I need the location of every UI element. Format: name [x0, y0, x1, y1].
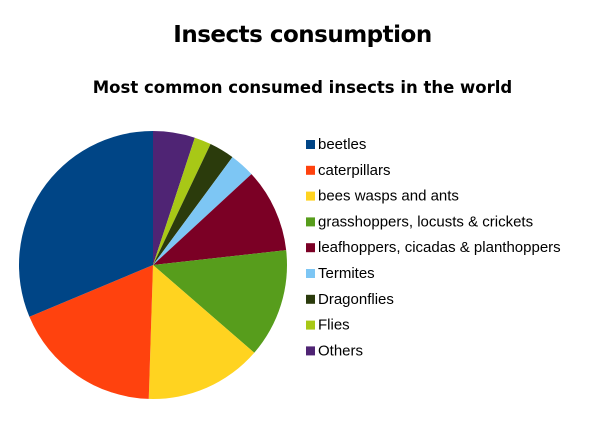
- legend-swatch: [306, 217, 315, 227]
- pie-slice-beetles: [19, 131, 154, 317]
- legend-swatch: [306, 165, 315, 175]
- legend-swatch: [306, 294, 315, 304]
- legend-swatch: [306, 140, 315, 149]
- legend-label: grasshoppers, locusts & crickets: [318, 213, 533, 230]
- legend-item-flies: Flies: [306, 317, 350, 334]
- legend-label: Dragonflies: [318, 291, 394, 308]
- legend-item-bees-wasps-and-ants: bees wasps and ants: [306, 188, 459, 205]
- legend-item-leafhoppers-cicadas-planthoppers: leafhoppers, cicadas & planthoppers: [306, 239, 561, 256]
- legend-label: leafhoppers, cicadas & planthoppers: [318, 239, 561, 256]
- legend-label: beetles: [318, 136, 366, 153]
- legend-item-caterpillars: caterpillars: [306, 162, 391, 179]
- pie-slices: [19, 131, 287, 399]
- legend-item-termites: Termites: [306, 265, 375, 282]
- pie-slice-flies: [153, 137, 211, 265]
- legend-item-grasshoppers-locusts-crickets: grasshoppers, locusts & crickets: [306, 213, 533, 230]
- legend-swatch: [306, 269, 315, 278]
- legend-label: bees wasps and ants: [318, 188, 459, 205]
- legend-swatch: [306, 346, 315, 356]
- pie-slice-termites: [153, 157, 252, 265]
- legend-label: Others: [318, 342, 363, 359]
- pie-slice-bees-wasps-and-ants: [148, 265, 255, 399]
- legend-swatch: [306, 243, 315, 253]
- pie-slice-leafhoppers-cicadas-planthoppers: [153, 174, 287, 265]
- legend-label: caterpillars: [318, 162, 391, 179]
- legend-swatch: [306, 320, 315, 330]
- legend-label: Termites: [318, 265, 375, 282]
- pie-slice-grasshoppers-locusts-crickets: [153, 250, 287, 353]
- legend-item-beetles: beetles: [306, 136, 366, 153]
- legend-item-dragonflies: Dragonflies: [306, 291, 394, 308]
- pie-slice-others: [153, 131, 195, 265]
- legend-label: Flies: [318, 317, 350, 334]
- legend-swatch: [306, 191, 315, 201]
- pie-slice-dragonflies: [153, 144, 233, 265]
- chart-subtitle: Most common consumed insects in the worl…: [92, 78, 513, 97]
- pie-slice-caterpillars: [29, 265, 153, 399]
- chart-title: Insects consumption: [173, 22, 432, 48]
- legend: beetles caterpillars bees wasps and ants gr…: [306, 136, 561, 359]
- legend-item-others: Others: [306, 342, 363, 359]
